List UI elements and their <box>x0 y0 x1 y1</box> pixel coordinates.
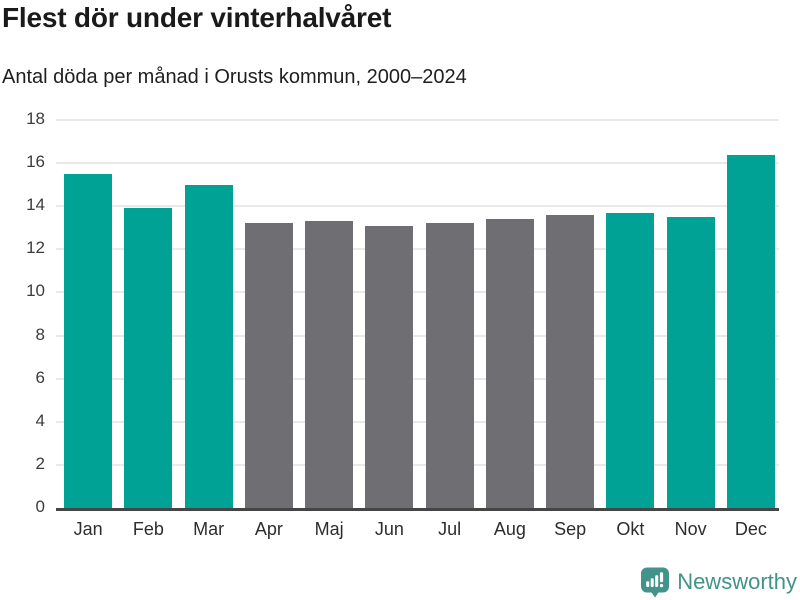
brand-name: Newsworthy <box>677 569 797 594</box>
bar-jun <box>365 225 414 508</box>
chart-subtitle: Antal döda per månad i Orusts kommun, 20… <box>2 66 467 88</box>
y-tick-label-8: 8 <box>35 324 45 344</box>
brand-footer: Newsworthy <box>640 566 797 598</box>
x-tick-label-nov: Nov <box>674 519 707 539</box>
bar-nov <box>666 217 715 508</box>
x-tick-label-jan: Jan <box>73 519 103 539</box>
bar-maj <box>305 221 354 508</box>
gridline-y-12 <box>56 248 779 251</box>
newsworthy-logo-icon <box>641 567 670 597</box>
bar-feb <box>124 208 173 508</box>
gridline-y-6 <box>56 377 779 380</box>
bar-aug <box>485 219 534 508</box>
y-tick-label-12: 12 <box>26 238 45 258</box>
x-tick-label-feb: Feb <box>132 519 164 539</box>
y-tick-label-6: 6 <box>35 367 45 387</box>
bar-apr <box>244 223 293 508</box>
y-tick-label-14: 14 <box>26 195 45 215</box>
bar-mar <box>184 184 233 508</box>
y-tick-label-0: 0 <box>35 497 45 516</box>
y-tick-label-2: 2 <box>35 453 45 473</box>
bar-jan <box>64 173 113 508</box>
plot-area <box>56 119 779 511</box>
x-axis: Jan Feb Mar Apr Maj Jun Jul Aug Sep Okt Nov Dec <box>56 515 779 545</box>
x-tick-label-jul: Jul <box>438 519 462 539</box>
x-tick-label-sep: Sep <box>554 519 587 539</box>
bar-okt <box>606 212 655 508</box>
y-axis: 0 2 4 6 8 10 12 14 16 18 <box>0 109 45 516</box>
x-tick-label-mar: Mar <box>193 519 225 539</box>
gridline-y-18 <box>56 119 779 121</box>
x-tick-label-maj: Maj <box>314 519 344 539</box>
x-tick-label-aug: Aug <box>493 519 526 539</box>
x-tick-label-dec: Dec <box>734 519 767 539</box>
gridline-y-14 <box>56 205 779 208</box>
y-tick-label-18: 18 <box>26 109 45 128</box>
x-tick-label-okt: Okt <box>616 519 645 539</box>
gridline-y-4 <box>56 420 779 423</box>
y-tick-label-4: 4 <box>35 410 45 430</box>
gridline-y-10 <box>56 291 779 294</box>
bar-dec <box>726 154 775 508</box>
gridline-y-2 <box>56 463 779 466</box>
x-tick-label-apr: Apr <box>254 519 283 539</box>
chart-title: Flest dör under vinterhalvåret <box>2 2 392 33</box>
gridline-y-16 <box>56 162 779 165</box>
bar-jul <box>425 223 474 508</box>
y-tick-label-10: 10 <box>26 281 45 301</box>
y-tick-label-16: 16 <box>26 152 45 172</box>
gridline-y-8 <box>56 334 779 337</box>
bar-sep <box>546 214 595 508</box>
x-tick-label-jun: Jun <box>374 519 404 539</box>
